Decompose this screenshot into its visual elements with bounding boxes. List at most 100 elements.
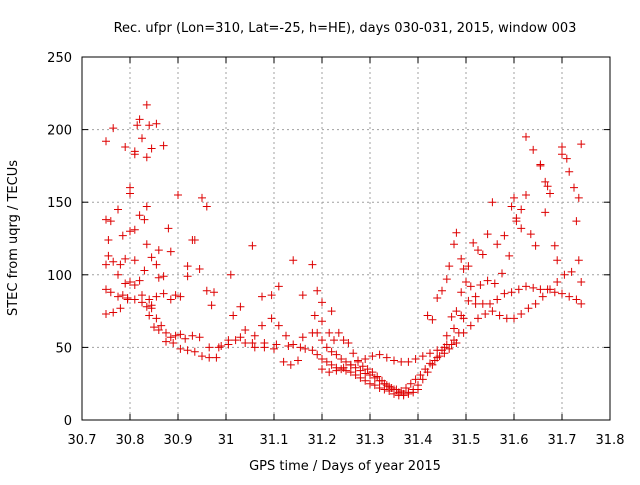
- data-point: [152, 314, 161, 323]
- data-point: [260, 343, 269, 352]
- data-point: [162, 337, 170, 346]
- data-point: [565, 292, 574, 301]
- data-point: [130, 295, 139, 304]
- data-point: [459, 264, 468, 273]
- data-point: [198, 193, 206, 202]
- y-tick-label: 250: [47, 51, 72, 66]
- data-point: [529, 145, 538, 154]
- data-point: [332, 366, 341, 375]
- data-point: [404, 389, 413, 398]
- data-point: [145, 311, 154, 320]
- data-point: [481, 310, 490, 319]
- data-point: [478, 250, 487, 259]
- data-point: [423, 311, 432, 320]
- data-point: [488, 198, 497, 207]
- data-point: [114, 205, 122, 214]
- data-point: [190, 235, 199, 244]
- data-point: [445, 344, 454, 353]
- data-point: [428, 315, 437, 324]
- chart-title: Rec. ufpr (Lon=310, Lat=-25, h=HE), days…: [114, 21, 577, 36]
- data-point: [104, 235, 113, 244]
- data-point: [500, 289, 509, 298]
- data-point: [205, 353, 214, 362]
- data-point: [109, 257, 118, 266]
- data-point: [529, 283, 538, 292]
- data-point: [296, 343, 305, 352]
- data-point: [318, 298, 326, 307]
- x-tick-label: 31.5: [452, 433, 481, 448]
- data-point: [109, 308, 118, 317]
- data-point: [476, 280, 485, 289]
- data-point: [538, 292, 547, 301]
- data-point: [106, 217, 115, 226]
- data-point: [138, 298, 146, 307]
- data-point: [507, 288, 516, 297]
- data-point: [517, 310, 526, 319]
- data-point: [102, 285, 110, 294]
- data-point: [450, 324, 458, 333]
- axis-ticks: 30.7 30.8 30.9 31 31.1 31.2 31.3 31.4 31.5 31.6 31…: [47, 51, 624, 448]
- data-point: [140, 266, 149, 275]
- data-point: [236, 333, 245, 342]
- data-point: [445, 262, 454, 271]
- data-point: [274, 282, 283, 291]
- data-point: [308, 260, 317, 269]
- data-point: [104, 251, 113, 260]
- data-point: [574, 193, 583, 202]
- data-point: [142, 240, 151, 249]
- data-point: [174, 190, 182, 199]
- data-point: [327, 360, 336, 369]
- data-point: [118, 231, 127, 240]
- data-point: [550, 288, 559, 297]
- data-point: [553, 278, 562, 287]
- data-point: [349, 349, 358, 358]
- data-point: [289, 256, 298, 265]
- data-point: [121, 279, 130, 288]
- data-point: [404, 357, 413, 366]
- data-point: [438, 286, 446, 295]
- data-point: [258, 292, 266, 301]
- data-point: [560, 270, 569, 279]
- data-point: [351, 363, 360, 372]
- data-point: [517, 224, 526, 233]
- data-point: [337, 355, 346, 364]
- data-point: [574, 256, 583, 265]
- x-tick-label: 31.2: [308, 433, 337, 448]
- data-point: [442, 275, 451, 284]
- data-point: [231, 336, 240, 345]
- data-point: [505, 251, 514, 260]
- data-point: [493, 240, 502, 249]
- data-point: [577, 299, 586, 308]
- data-point: [522, 282, 530, 291]
- data-point: [135, 276, 144, 285]
- data-point: [550, 241, 559, 250]
- x-tick-label: 31.3: [356, 433, 385, 448]
- data-point: [102, 215, 110, 224]
- data-point: [123, 295, 132, 304]
- data-point: [133, 121, 142, 130]
- data-point: [114, 292, 122, 301]
- data-point: [181, 334, 190, 343]
- data-point: [142, 202, 151, 211]
- data-point: [166, 247, 175, 256]
- data-point: [361, 355, 370, 364]
- data-point: [469, 238, 478, 247]
- data-point: [126, 189, 134, 198]
- data-point: [166, 333, 175, 342]
- data-point: [526, 230, 535, 239]
- data-point: [354, 357, 362, 366]
- data-point: [541, 177, 550, 186]
- data-point: [466, 321, 475, 330]
- data-point: [327, 347, 336, 356]
- data-point: [217, 341, 226, 350]
- y-tick-label: 150: [47, 196, 72, 211]
- data-point: [452, 228, 461, 237]
- data-point: [308, 346, 317, 355]
- x-tick-label: 30.7: [68, 433, 97, 448]
- data-point: [361, 376, 370, 385]
- data-point: [356, 373, 365, 382]
- data-point: [356, 366, 365, 375]
- data-point: [380, 385, 389, 394]
- data-point: [488, 307, 497, 316]
